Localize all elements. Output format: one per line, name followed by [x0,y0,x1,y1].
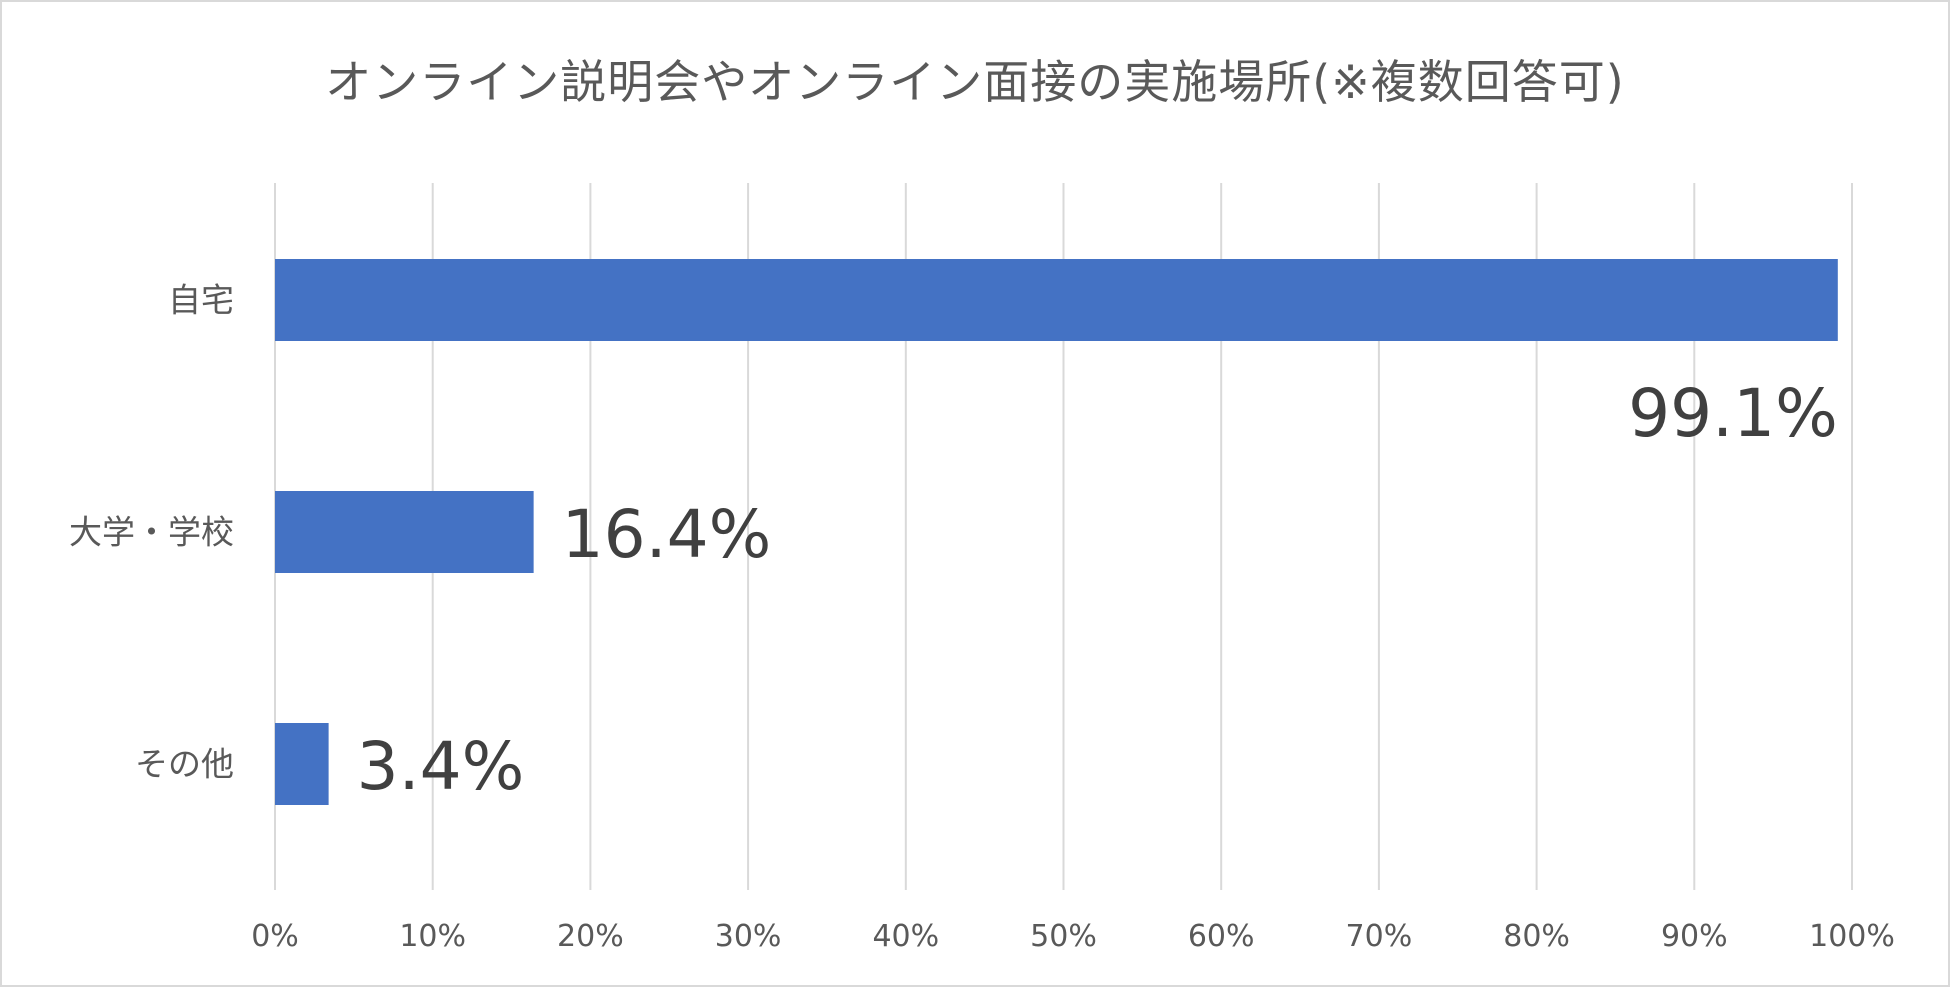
x-tick-label: 10% [399,919,466,954]
category-label: 大学・学校 [69,513,234,552]
category-label: 自宅 [168,281,234,320]
x-tick-label: 100% [1809,919,1895,954]
chart-title: オンライン説明会やオンライン面接の実施場所(※複数回答可) [325,55,1625,109]
bar [275,259,1838,341]
x-tick-label: 70% [1346,919,1413,954]
bar [275,723,329,805]
x-tick-label: 90% [1661,919,1728,954]
data-label: 3.4% [357,728,525,805]
x-tick-label: 0% [251,919,299,954]
x-tick-label: 50% [1030,919,1097,954]
x-tick-label: 60% [1188,919,1255,954]
data-label: 99.1% [1628,375,1838,452]
x-tick-label: 40% [872,919,939,954]
category-label: その他 [135,745,234,784]
bar [275,491,534,573]
x-tick-label: 80% [1503,919,1570,954]
x-tick-label: 30% [715,919,782,954]
x-tick-label: 20% [557,919,624,954]
data-label: 16.4% [562,496,772,573]
